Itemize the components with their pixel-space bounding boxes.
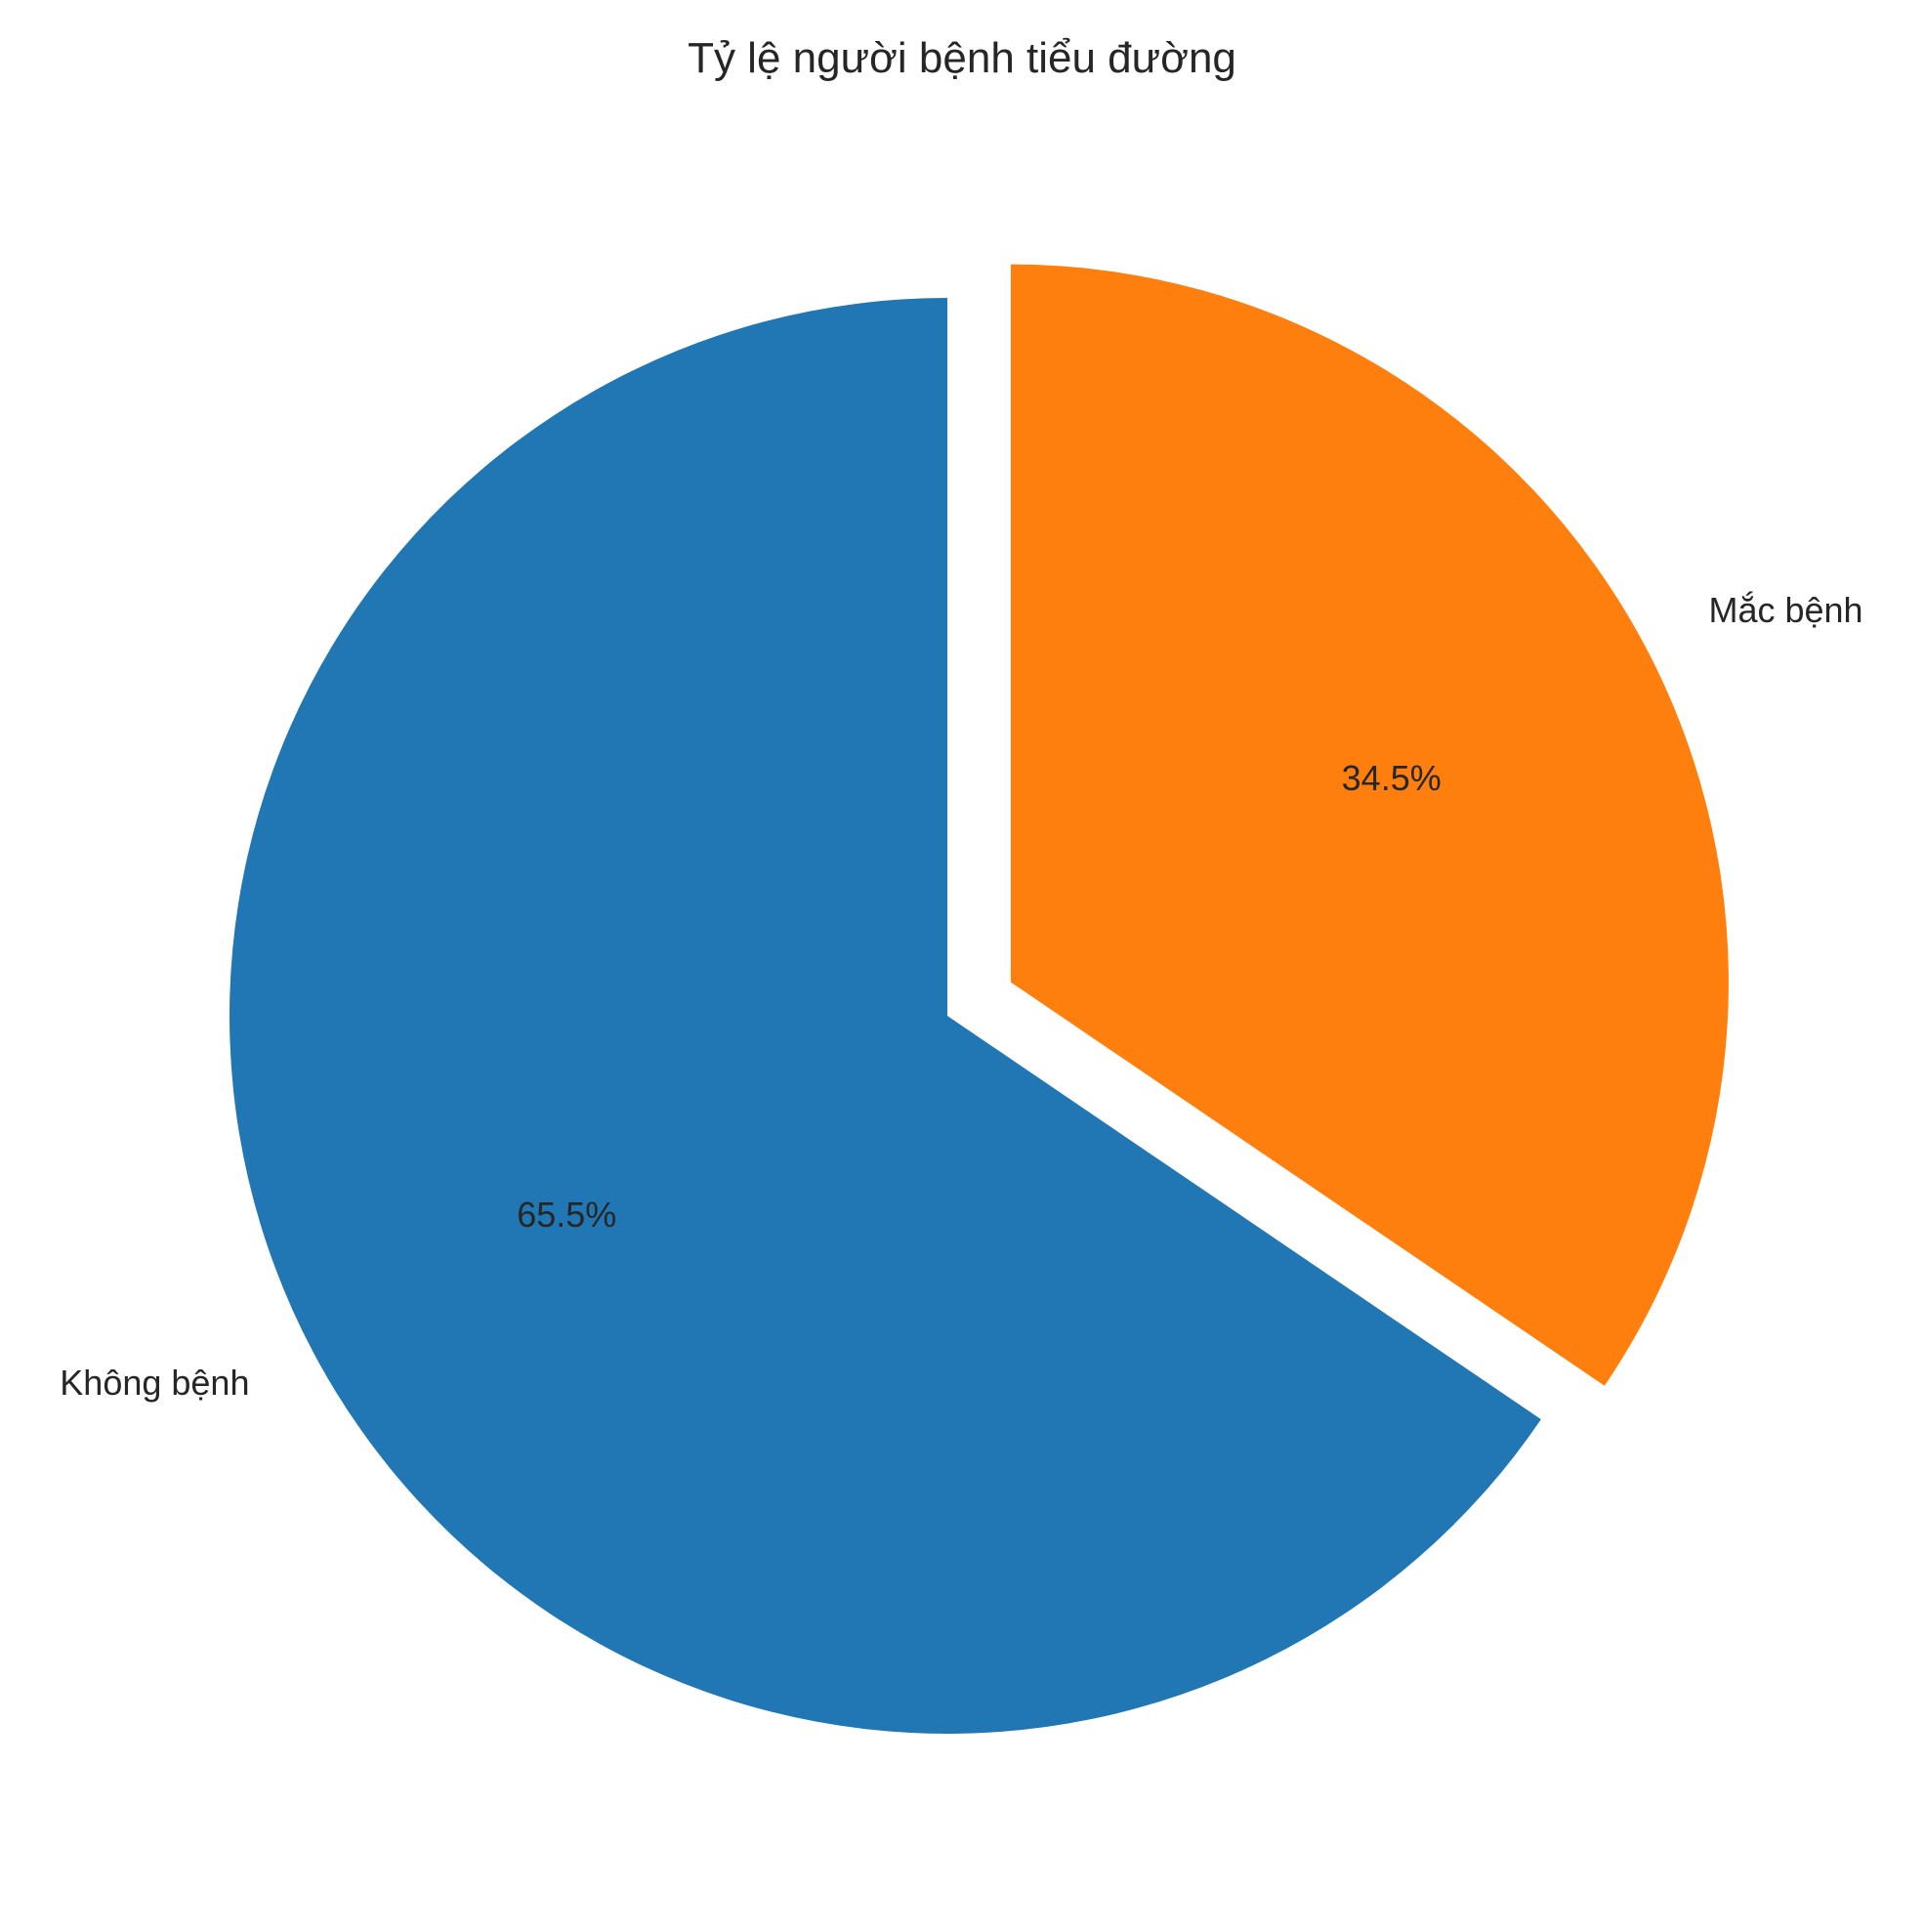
pie-labels: Không bệnh 65.5% Mắc bệnh 34.5% (60, 590, 1862, 1403)
slice-percent-label-1: 34.5% (1342, 758, 1442, 798)
pie-slice-0 (229, 298, 1541, 1734)
chart-title: Tỷ lệ người bệnh tiểu đường (688, 34, 1236, 82)
pie-slice-1 (1010, 264, 1729, 1386)
slice-label-0: Không bệnh (60, 1363, 249, 1403)
slice-percent-label-0: 65.5% (517, 1195, 616, 1235)
pie-slices (229, 264, 1729, 1734)
slice-label-1: Mắc bệnh (1708, 590, 1862, 630)
